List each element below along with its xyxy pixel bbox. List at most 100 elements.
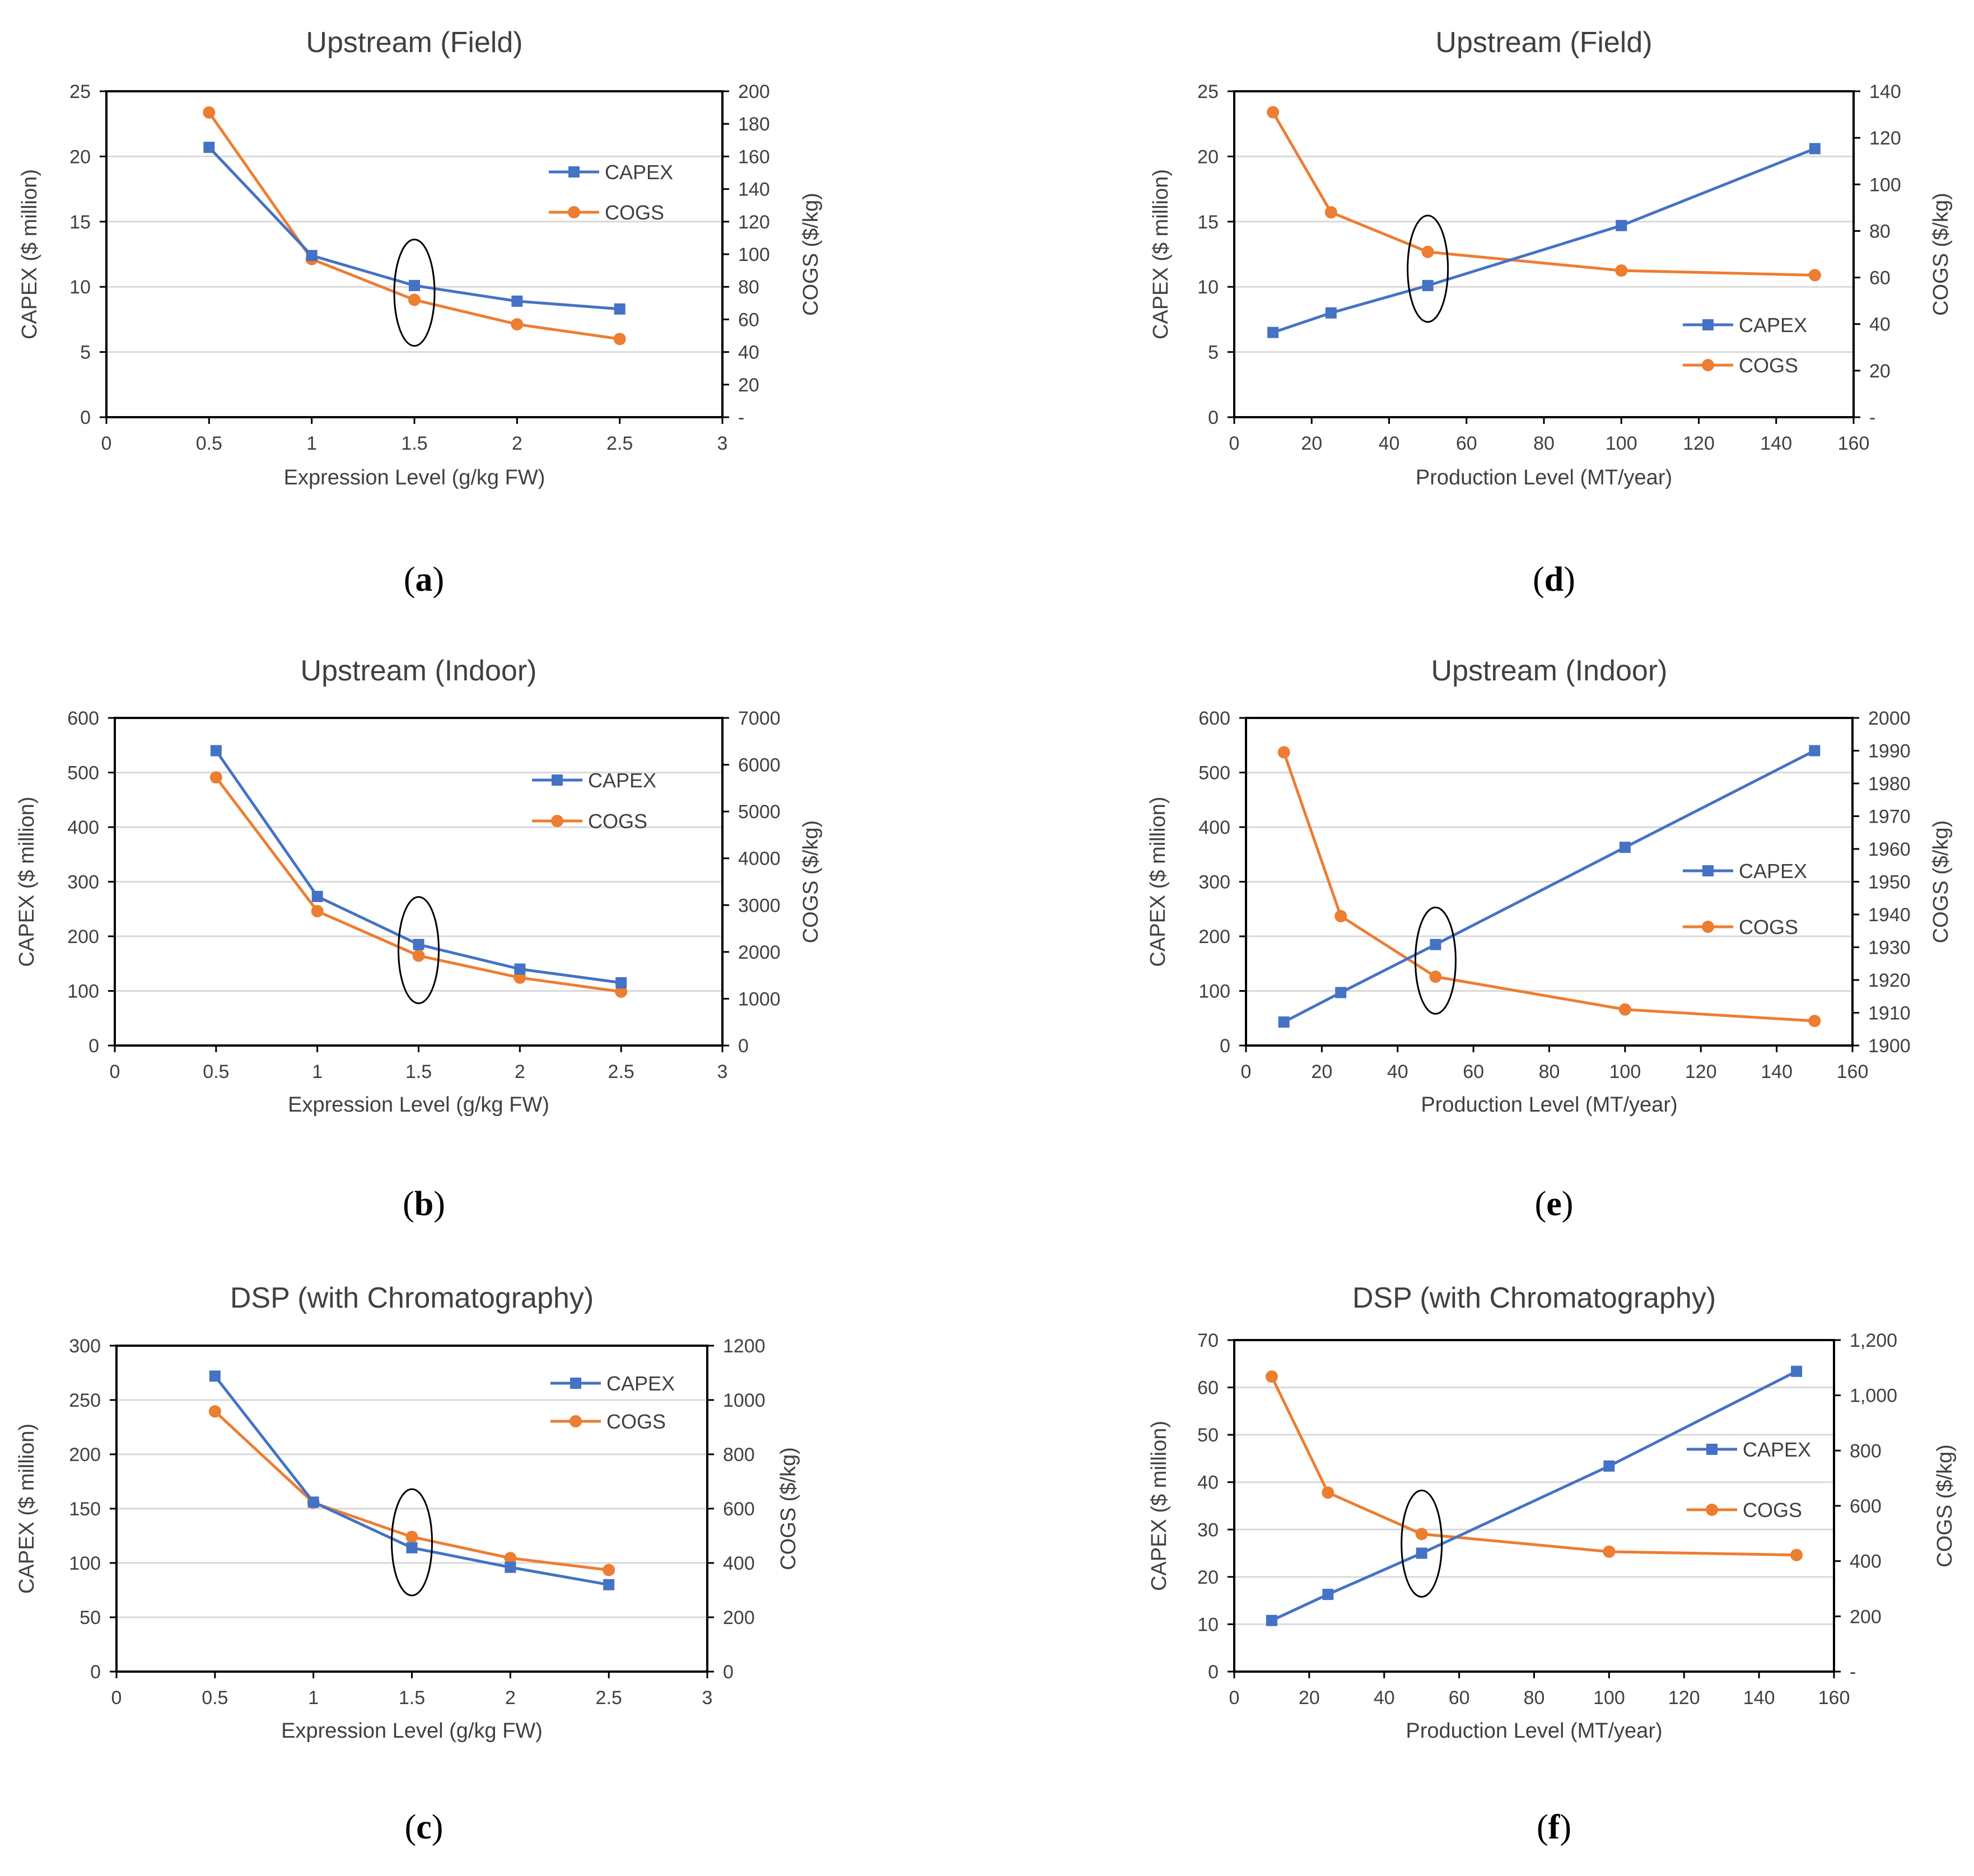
y2-tick-label: 1970: [1868, 806, 1911, 828]
data-point-cogs: [1615, 264, 1628, 277]
x-tick-label: 120: [1683, 433, 1715, 454]
data-point-capex: [1422, 279, 1434, 291]
y2-tick-label: 200: [1850, 1606, 1882, 1627]
y2-tick-label: 1950: [1868, 872, 1911, 893]
y-tick-label: 200: [1198, 926, 1230, 948]
y2-tick-label: 1910: [1868, 1003, 1911, 1024]
y2-tick-label: 140: [1869, 81, 1901, 102]
legend-marker-cogs: [568, 206, 580, 218]
panel-caption: (e): [1535, 1185, 1574, 1223]
x-tick-label: 80: [1533, 433, 1555, 454]
highlight-ellipse: [398, 896, 440, 1005]
y2-tick-label: 100: [738, 244, 770, 265]
y-tick-label: 40: [1197, 1472, 1219, 1494]
y-tick-label: 5: [1208, 342, 1219, 363]
caption-close-paren: ): [433, 561, 445, 599]
y2-tick-label: 2000: [738, 942, 781, 963]
data-point-cogs: [1808, 269, 1821, 282]
y2-tick-label: 200: [723, 1607, 755, 1628]
data-point-cogs: [1618, 1003, 1631, 1016]
legend-label-capex: CAPEX: [1739, 314, 1807, 337]
data-point-cogs: [1265, 1370, 1278, 1383]
chart-panel-e: 0100200300400500600190019101920193019401…: [1146, 655, 1953, 1223]
caption-close-paren: ): [1564, 561, 1575, 599]
caption-close-paren: ): [1560, 1808, 1571, 1846]
data-point-cogs: [504, 1552, 517, 1565]
y-axis-label: CAPEX ($ million): [1149, 169, 1173, 339]
data-point-cogs: [1415, 1528, 1428, 1541]
caption-letter: e: [1546, 1185, 1562, 1223]
data-point-cogs: [311, 905, 324, 918]
y-tick-label: 300: [67, 872, 99, 893]
data-point-capex: [311, 890, 323, 902]
chart-title: Upstream (Indoor): [301, 655, 537, 687]
y2-tick-label: 0: [738, 1035, 749, 1057]
y-tick-label: 400: [67, 817, 99, 838]
x-tick-label: 80: [1539, 1061, 1560, 1082]
data-point-capex: [505, 1561, 516, 1573]
x-tick-label: 120: [1685, 1061, 1717, 1082]
panel-caption: (a): [404, 561, 444, 599]
data-point-cogs: [613, 333, 626, 346]
data-point-capex: [1322, 1589, 1334, 1600]
legend-marker-cogs: [1702, 921, 1714, 933]
legend-label-cogs: COGS: [605, 201, 664, 224]
panel-caption: (c): [405, 1808, 444, 1846]
legend-marker-capex: [1706, 1444, 1718, 1455]
caption-open-paren: (: [1535, 1185, 1547, 1223]
y2-tick-label: 160: [738, 146, 770, 167]
x-axis-label: Production Level (MT/year): [1421, 1093, 1677, 1117]
y-tick-label: 0: [1220, 1035, 1230, 1057]
y2-tick-label: 1930: [1868, 937, 1911, 959]
y-tick-label: 0: [1208, 407, 1219, 428]
x-axis-label: Expression Level (g/kg FW): [288, 1093, 549, 1117]
y-tick-label: 15: [69, 212, 91, 233]
y2-tick-label: 800: [723, 1444, 755, 1466]
legend-label-capex: CAPEX: [1743, 1438, 1811, 1461]
data-point-cogs: [1429, 970, 1442, 983]
legend-label-cogs: COGS: [1739, 354, 1798, 377]
y-tick-label: 70: [1197, 1330, 1219, 1351]
x-tick-label: 20: [1299, 1687, 1320, 1709]
data-point-cogs: [1603, 1545, 1616, 1558]
y2-tick-label: 1900: [1868, 1035, 1911, 1057]
highlight-ellipse: [1414, 906, 1457, 1015]
y-tick-label: 300: [1198, 872, 1230, 893]
y2-tick-label: 60: [1869, 268, 1891, 289]
caption-close-paren: ): [432, 1808, 444, 1846]
chart-panel-b: 0100200300400500600010002000300040005000…: [15, 655, 823, 1223]
data-point-capex: [1809, 143, 1821, 155]
panel-caption: (d): [1533, 561, 1575, 599]
x-tick-label: 0: [101, 433, 112, 454]
y-tick-label: 25: [1197, 81, 1219, 102]
x-tick-label: 0.5: [202, 1687, 228, 1709]
y2-tick-label: 3000: [738, 895, 781, 916]
y-tick-label: 250: [69, 1390, 101, 1411]
x-tick-label: 40: [1387, 1061, 1408, 1082]
plot-area-border: [105, 90, 724, 418]
x-tick-label: 40: [1379, 433, 1400, 454]
y-axis-label: CAPEX ($ million): [18, 169, 41, 339]
x-tick-label: 20: [1311, 1061, 1332, 1082]
x-tick-label: 0: [1241, 1061, 1252, 1082]
caption-open-paren: (: [404, 561, 416, 599]
y-axis-label: CAPEX ($ million): [15, 796, 39, 967]
data-point-capex: [1325, 307, 1337, 319]
y-tick-label: 50: [80, 1607, 101, 1628]
y2-tick-label: 4000: [738, 848, 781, 870]
x-tick-label: 140: [1761, 1061, 1793, 1082]
y2-tick-label: 600: [1850, 1496, 1882, 1517]
y2-tick-label: 1990: [1868, 741, 1911, 762]
series-line-capex: [1271, 1370, 1798, 1622]
legend-label-capex: CAPEX: [1739, 860, 1807, 883]
y2-tick-label: 5000: [738, 801, 781, 823]
data-point-capex: [1266, 1614, 1277, 1626]
x-tick-label: 0.5: [196, 433, 222, 454]
y2-tick-label: 0: [723, 1662, 734, 1683]
legend-label-capex: CAPEX: [606, 1372, 675, 1395]
y2-tick-label: 400: [1850, 1551, 1882, 1572]
x-tick-label: 2.5: [606, 433, 633, 454]
y-tick-label: 150: [69, 1499, 101, 1520]
data-point-cogs: [615, 985, 628, 998]
